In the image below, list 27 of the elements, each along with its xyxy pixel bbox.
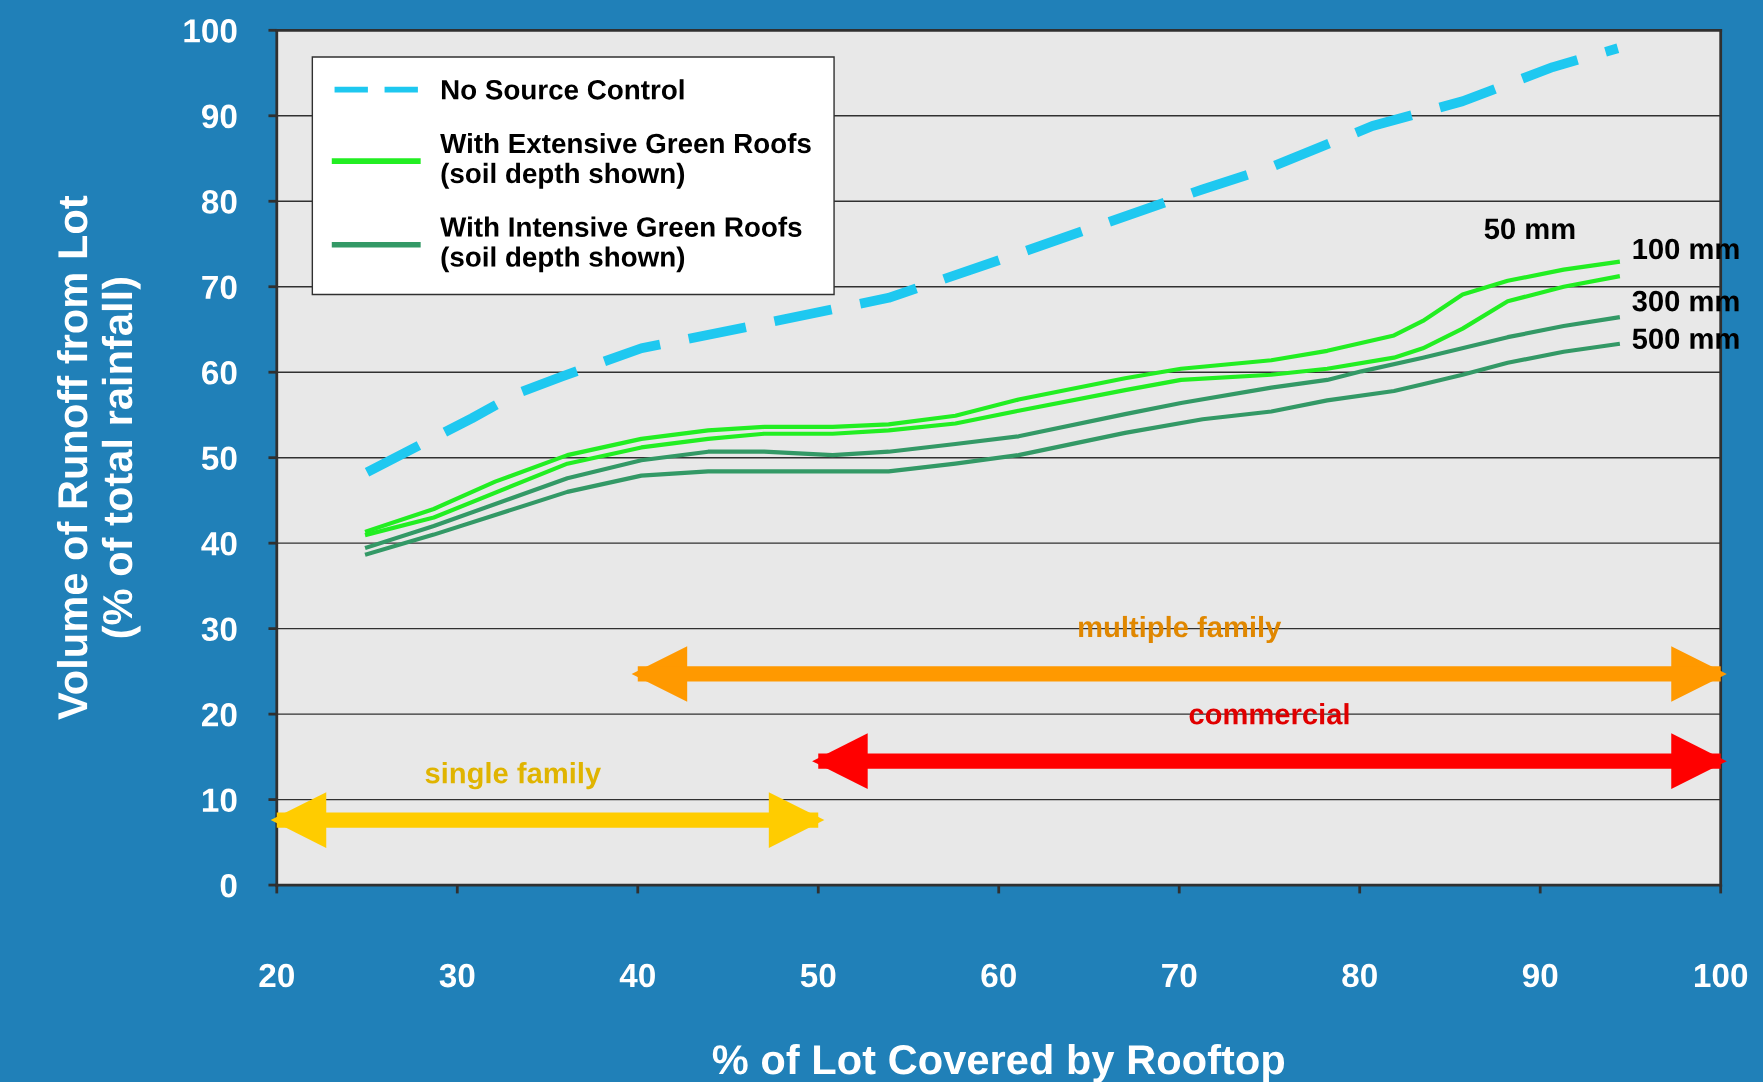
x-tick-label: 80: [1342, 963, 1377, 988]
x-axis-title: % of Lot Covered by Rooftop: [712, 1043, 1285, 1082]
y-tick-label: 90: [201, 104, 237, 129]
annotation: 50 mm: [1484, 218, 1575, 240]
y-tick-label: 10: [202, 788, 237, 812]
x-tick-label: 20: [259, 963, 294, 988]
legend-label: With Extensive Green Roofs (soil depth shown): [440, 132, 811, 189]
y-tick-label: 80: [201, 190, 237, 214]
y-tick-label: 50: [201, 446, 237, 471]
legend-label: No Source Control: [441, 79, 684, 100]
x-tick-label: 70: [1162, 963, 1197, 988]
x-tick-label: 90: [1522, 963, 1558, 988]
x-tick-label: 40: [619, 963, 655, 988]
y-tick-label: 40: [201, 531, 237, 556]
y-axis-title: Volume of Runoff from Lot (% of total rainfall): [56, 195, 141, 720]
y-tick-label: 30: [201, 617, 237, 642]
y-tick-label: 0: [220, 873, 237, 898]
y-tick-label: 100: [184, 19, 237, 43]
x-tick-label: 100: [1694, 963, 1748, 988]
y-tick-label: 20: [201, 702, 237, 727]
y-tick-label: 70: [202, 275, 237, 300]
x-tick-label: 60: [981, 963, 1016, 988]
annotation: single family: [425, 762, 601, 790]
x-tick-label: 50: [800, 963, 836, 988]
x-tick-label: 30: [439, 963, 475, 988]
legend-label: With Intensive Green Roofs (soil depth shown): [440, 216, 802, 273]
y-tick-label: 60: [202, 361, 237, 385]
